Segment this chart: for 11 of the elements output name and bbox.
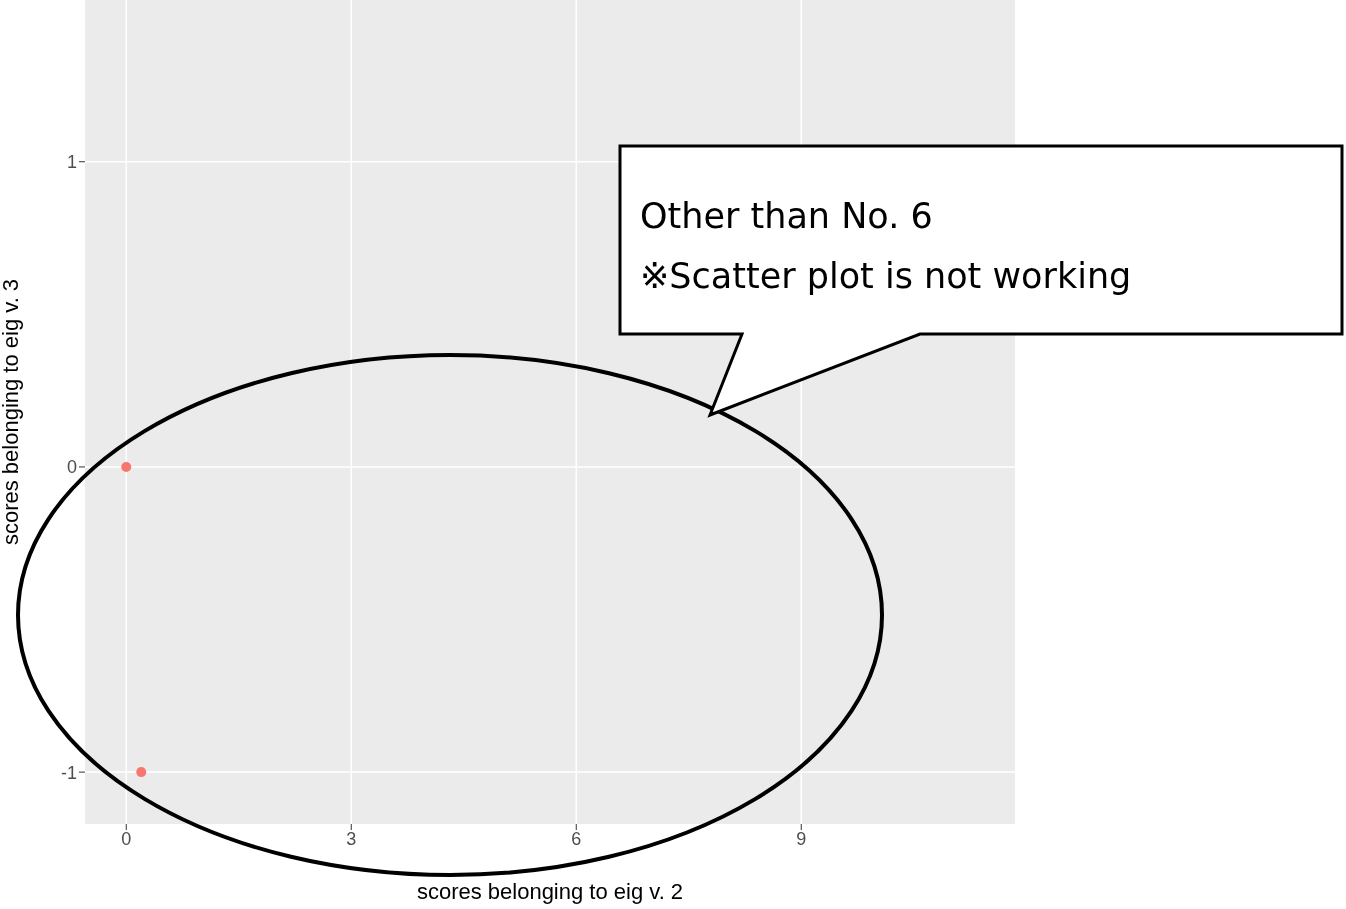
y-axis-title: scores belonging to eig v. 3 bbox=[0, 278, 23, 546]
annotation: Other than No. 6 bbox=[640, 196, 933, 236]
y-tick-label: 1 bbox=[66, 152, 77, 173]
x-tick-label: 6 bbox=[571, 828, 582, 849]
y-tick-label: -1 bbox=[60, 762, 77, 783]
annotation: ※Scatter plot is not working bbox=[640, 256, 1132, 296]
y-tick-label: 0 bbox=[66, 457, 77, 478]
x-tick-label: 3 bbox=[346, 828, 357, 849]
x-axis-title: scores belonging to eig v. 2 bbox=[416, 879, 684, 904]
x-tick-label: 0 bbox=[121, 828, 132, 849]
x-tick-label: 9 bbox=[796, 828, 807, 849]
